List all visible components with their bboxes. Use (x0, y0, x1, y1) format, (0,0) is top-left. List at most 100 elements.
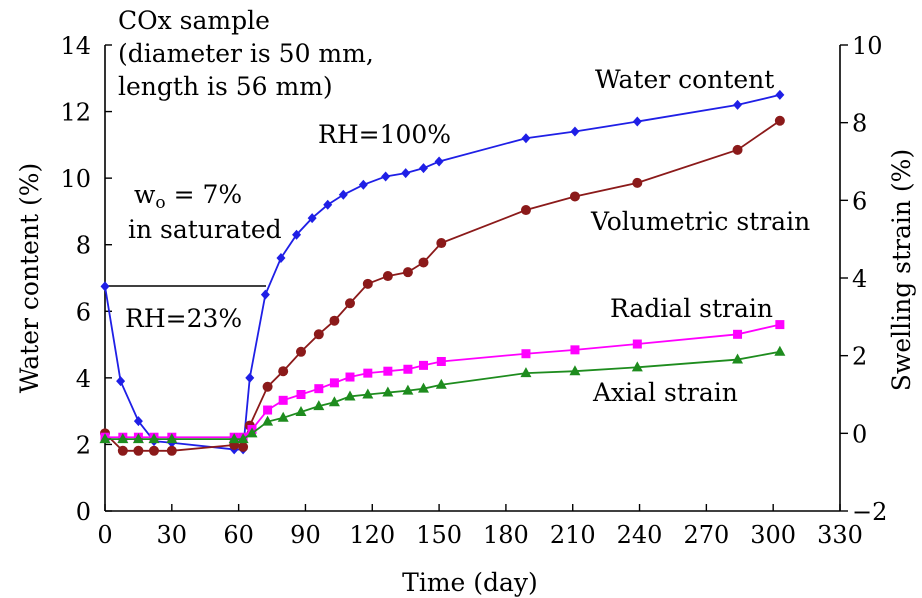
data-point-water-content (521, 133, 531, 144)
x-tick-label: 150 (416, 521, 462, 549)
data-point-radial-strain (521, 349, 531, 359)
left-y-tick-label: 12 (60, 99, 91, 127)
data-point-radial-strain (296, 390, 306, 399)
data-point-volumetric-strain (133, 445, 144, 456)
data-point-axial-strain (732, 353, 744, 364)
data-point-volumetric-strain (569, 191, 580, 202)
data-point-radial-strain (383, 366, 393, 376)
w0-symbol: w (134, 180, 156, 209)
data-point-water-content (323, 199, 333, 210)
data-point-volumetric-strain (262, 381, 273, 392)
data-point-water-content (401, 168, 411, 179)
left-y-tick-label: 4 (76, 365, 91, 393)
data-point-water-content (100, 281, 110, 292)
left-y-tick-label: 0 (76, 498, 91, 526)
annotation-sample-line2: (diameter is 50 mm, (118, 39, 374, 68)
data-point-water-content (358, 179, 368, 190)
data-point-axial-strain (277, 411, 289, 422)
data-point-axial-strain (246, 427, 258, 438)
data-point-volumetric-strain (732, 144, 743, 155)
data-point-axial-strain (418, 382, 429, 393)
data-point-volumetric-strain (329, 315, 340, 326)
data-point-axial-strain (237, 433, 249, 444)
data-point-radial-strain (345, 372, 355, 382)
data-point-radial-strain (632, 339, 642, 349)
left-y-tick-label: 6 (76, 298, 91, 326)
data-point-water-content (307, 213, 317, 224)
data-point-radial-strain (403, 364, 413, 374)
series-volumetric-strain (100, 115, 785, 456)
x-tick-label: 210 (550, 521, 596, 549)
data-point-axial-strain (313, 400, 325, 411)
data-point-axial-strain (132, 433, 144, 444)
x-tick-label: 330 (817, 521, 863, 549)
data-point-radial-strain (314, 384, 324, 394)
annotation-rh23: RH=23% (125, 304, 242, 333)
data-point-radial-strain (775, 320, 785, 330)
data-point-volumetric-strain (362, 278, 373, 289)
data-point-water-content (116, 376, 126, 387)
data-point-volumetric-strain (632, 177, 643, 188)
annotation-sample-line1: COx sample (118, 6, 270, 35)
left-y-tick-label: 14 (60, 32, 91, 60)
data-point-water-content (632, 116, 642, 127)
data-point-axial-strain (435, 378, 447, 389)
x-tick-label: 270 (683, 521, 729, 549)
data-point-volumetric-strain (313, 329, 324, 340)
data-point-water-content (570, 126, 580, 137)
data-point-water-content (276, 253, 286, 264)
data-point-axial-strain (228, 433, 240, 444)
x-axis-ticks: 0 30 60 90 120 150 180 210 240 270 300 330 (97, 504, 863, 549)
x-tick-label: 60 (223, 521, 254, 549)
data-point-volumetric-strain (774, 115, 785, 126)
data-point-water-content (419, 163, 428, 174)
data-point-water-content (338, 189, 348, 200)
left-y-tick-label: 2 (76, 431, 91, 459)
data-point-axial-strain (117, 433, 129, 444)
x-tick-label: 30 (157, 521, 188, 549)
data-point-water-content (245, 372, 255, 383)
right-y-tick-label: 4 (852, 265, 867, 293)
x-tick-label: 90 (290, 521, 321, 549)
data-point-axial-strain (148, 433, 160, 444)
data-point-water-content (434, 156, 444, 167)
data-point-volumetric-strain (345, 298, 355, 309)
data-point-volumetric-strain (166, 445, 177, 456)
data-point-axial-strain (520, 367, 532, 378)
data-point-radial-strain (278, 395, 288, 405)
data-point-volumetric-strain (402, 267, 413, 278)
data-point-water-content (775, 89, 785, 100)
x-tick-label: 300 (750, 521, 796, 549)
series-layer (99, 89, 786, 456)
data-point-axial-strain (382, 386, 394, 397)
right-y-axis-ticks: −2 0 2 4 6 8 10 (840, 32, 887, 526)
left-y-axis-title: Water content (%) (15, 163, 44, 394)
data-point-volumetric-strain (238, 441, 249, 452)
data-point-water-content (133, 416, 143, 427)
series-label-water-content: Water content (595, 65, 774, 94)
series-label-volumetric-strain: Volumetric strain (590, 207, 810, 236)
data-point-radial-strain (329, 378, 339, 388)
data-point-axial-strain (328, 396, 340, 407)
data-point-water-content (260, 289, 270, 300)
x-tick-label: 0 (97, 521, 112, 549)
data-point-axial-strain (99, 433, 111, 444)
data-point-axial-strain (774, 345, 786, 356)
right-y-tick-label: 8 (852, 110, 867, 138)
data-point-volumetric-strain (278, 366, 289, 377)
data-point-water-content (292, 229, 302, 240)
data-point-volumetric-strain (418, 257, 429, 268)
data-point-axial-strain (631, 361, 643, 372)
data-point-radial-strain (733, 329, 743, 339)
data-point-radial-strain (570, 345, 580, 355)
left-y-axis-ticks: 0 2 4 6 8 10 12 14 (60, 32, 112, 526)
series-label-axial-strain: Axial strain (592, 378, 738, 407)
data-point-volumetric-strain (520, 205, 531, 216)
data-point-axial-strain (295, 405, 307, 416)
data-point-radial-strain (419, 360, 428, 370)
series-axial-strain (99, 345, 786, 444)
data-point-axial-strain (166, 433, 178, 444)
left-y-tick-label: 8 (76, 232, 91, 260)
data-point-axial-strain (402, 384, 414, 395)
